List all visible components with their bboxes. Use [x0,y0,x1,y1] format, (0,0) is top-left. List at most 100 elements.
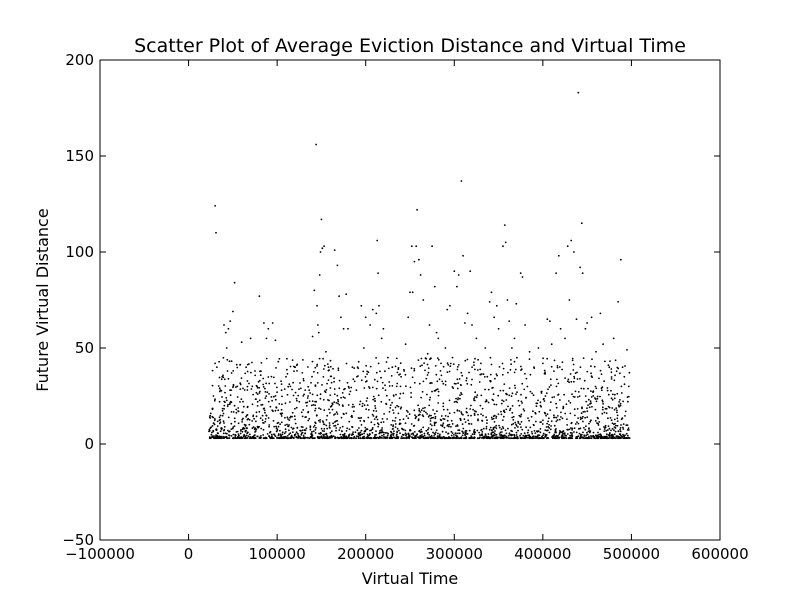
data-point-dense [222,374,224,377]
data-point-dense [544,429,547,431]
data-point-dense [227,403,229,406]
data-point-dense [543,411,546,414]
data-point [274,339,277,342]
data-point-dense [230,435,233,437]
data-point-dense [620,434,622,437]
data-point-dense [477,413,479,416]
data-point-dense [470,404,472,407]
data-point-dense [600,387,603,389]
data-point-dense [483,436,485,438]
data-point-dense [261,419,264,421]
data-point-dense [556,365,559,367]
data-point-dense [573,427,576,430]
data-point-dense [314,407,317,410]
data-point-dense [278,403,281,405]
data-point-dense [216,425,219,427]
data-point-dense [325,432,328,435]
data-point-dense [208,428,211,431]
data-point-dense [613,418,616,421]
data-point [391,366,394,369]
data-point-dense [470,423,473,425]
data-point-dense [492,434,495,436]
data-point-dense [246,389,249,391]
data-point-dense [566,428,569,431]
data-point-dense [375,410,378,412]
data-point-dense [425,411,427,414]
data-point-dense [284,431,287,433]
data-point-dense [363,404,366,407]
data-point [586,322,588,324]
data-point-dense [394,423,397,425]
data-point-dense [498,424,500,427]
data-point-dense [422,426,425,429]
data-point-dense [383,437,385,439]
data-point-dense [404,422,407,425]
data-point-dense [471,366,473,368]
data-point-dense [242,405,245,408]
data-point-dense [390,424,393,426]
data-point-dense [603,380,605,383]
data-point-dense [512,415,515,418]
data-point-dense [345,430,348,432]
data-point-dense [314,366,317,369]
data-point-dense [237,407,240,409]
data-point-dense [454,432,457,435]
data-point-dense [592,431,595,434]
data-point-dense [505,392,507,395]
data-point-dense [411,437,414,439]
data-point-dense [595,437,597,440]
data-point-dense [397,405,400,408]
data-point-dense [399,418,401,421]
chart-title: Scatter Plot of Average Eviction Distanc… [134,35,686,57]
data-point-dense [526,436,529,439]
data-point-dense [381,381,384,384]
data-point-dense [495,427,498,430]
data-point-dense [465,377,468,380]
data-point-dense [311,437,314,440]
data-point-dense [403,436,405,439]
data-point-dense [619,426,622,429]
data-point-dense [431,424,433,427]
data-point-dense [287,418,289,420]
data-point-dense [519,436,522,439]
data-point-dense [366,435,369,437]
data-point-dense [488,437,490,440]
data-point-dense [529,390,532,393]
data-point-dense [316,372,319,374]
data-point-dense [392,409,394,411]
y-tick-label: 150 [65,147,94,165]
data-point [457,274,460,276]
data-point-dense [423,437,425,440]
data-point-dense [357,360,360,363]
data-point-dense [607,434,610,436]
data-point-dense [578,427,581,430]
data-point-dense [375,357,377,359]
data-point [311,335,314,338]
data-point [426,352,429,355]
data-point-dense [610,419,613,422]
data-point-dense [497,413,500,415]
data-point-dense [237,436,240,439]
data-point-dense [521,382,524,385]
data-point-dense [329,412,331,414]
data-point-dense [474,396,476,398]
data-point-dense [477,418,479,421]
data-point-dense [401,427,403,430]
data-point-dense [568,381,570,384]
data-point [302,379,305,382]
data-point-dense [264,387,266,390]
data-point [218,400,221,403]
data-point-dense [235,411,238,414]
data-point-dense [271,399,273,402]
data-point-dense [312,404,315,406]
data-point-dense [576,371,578,374]
data-point-dense [617,430,620,433]
data-point-dense [550,420,553,422]
data-point-dense [491,437,494,439]
data-point-dense [510,423,513,426]
data-point [249,337,252,340]
data-point-dense [394,426,397,428]
data-point-dense [618,433,621,436]
data-point-dense [262,428,265,431]
data-point-dense [361,402,364,405]
